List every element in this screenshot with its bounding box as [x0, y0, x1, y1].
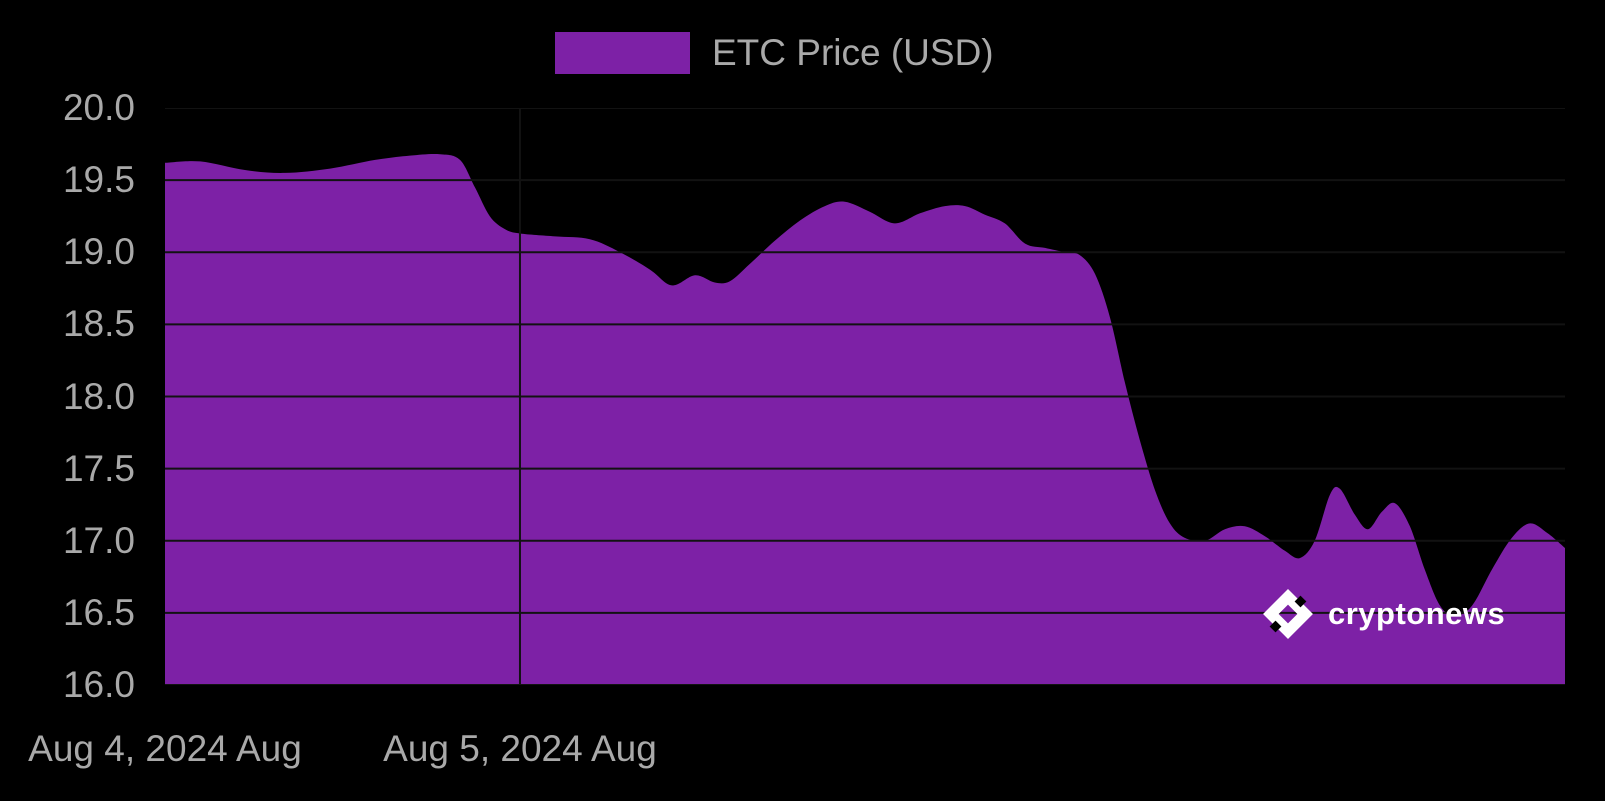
legend-label: ETC Price (USD) — [712, 32, 994, 73]
x-axis-label: Aug 4, 2024 Aug — [28, 728, 302, 769]
y-axis-label: 17.5 — [62, 447, 135, 489]
y-axis-label: 19.5 — [62, 159, 135, 201]
watermark: cryptonews — [1262, 588, 1505, 640]
y-axis-label: 18.5 — [62, 303, 135, 345]
cryptonews-logo-icon — [1263, 589, 1313, 639]
legend-swatch — [555, 32, 690, 74]
y-axis-label: 17.0 — [62, 519, 135, 561]
y-axis-label: 16.5 — [62, 591, 135, 633]
watermark-brand: cryptonews — [1328, 596, 1506, 631]
y-axis-label: 18.0 — [62, 375, 135, 417]
price-area-chart — [165, 108, 1565, 685]
y-axis-label: 20.0 — [62, 87, 135, 128]
plot-area — [165, 108, 1565, 685]
x-axis-label: Aug 5, 2024 Aug — [383, 728, 657, 769]
y-axis-label: 16.0 — [62, 664, 135, 705]
y-axis-label: 19.0 — [62, 231, 135, 273]
legend: ETC Price (USD) — [555, 32, 994, 74]
